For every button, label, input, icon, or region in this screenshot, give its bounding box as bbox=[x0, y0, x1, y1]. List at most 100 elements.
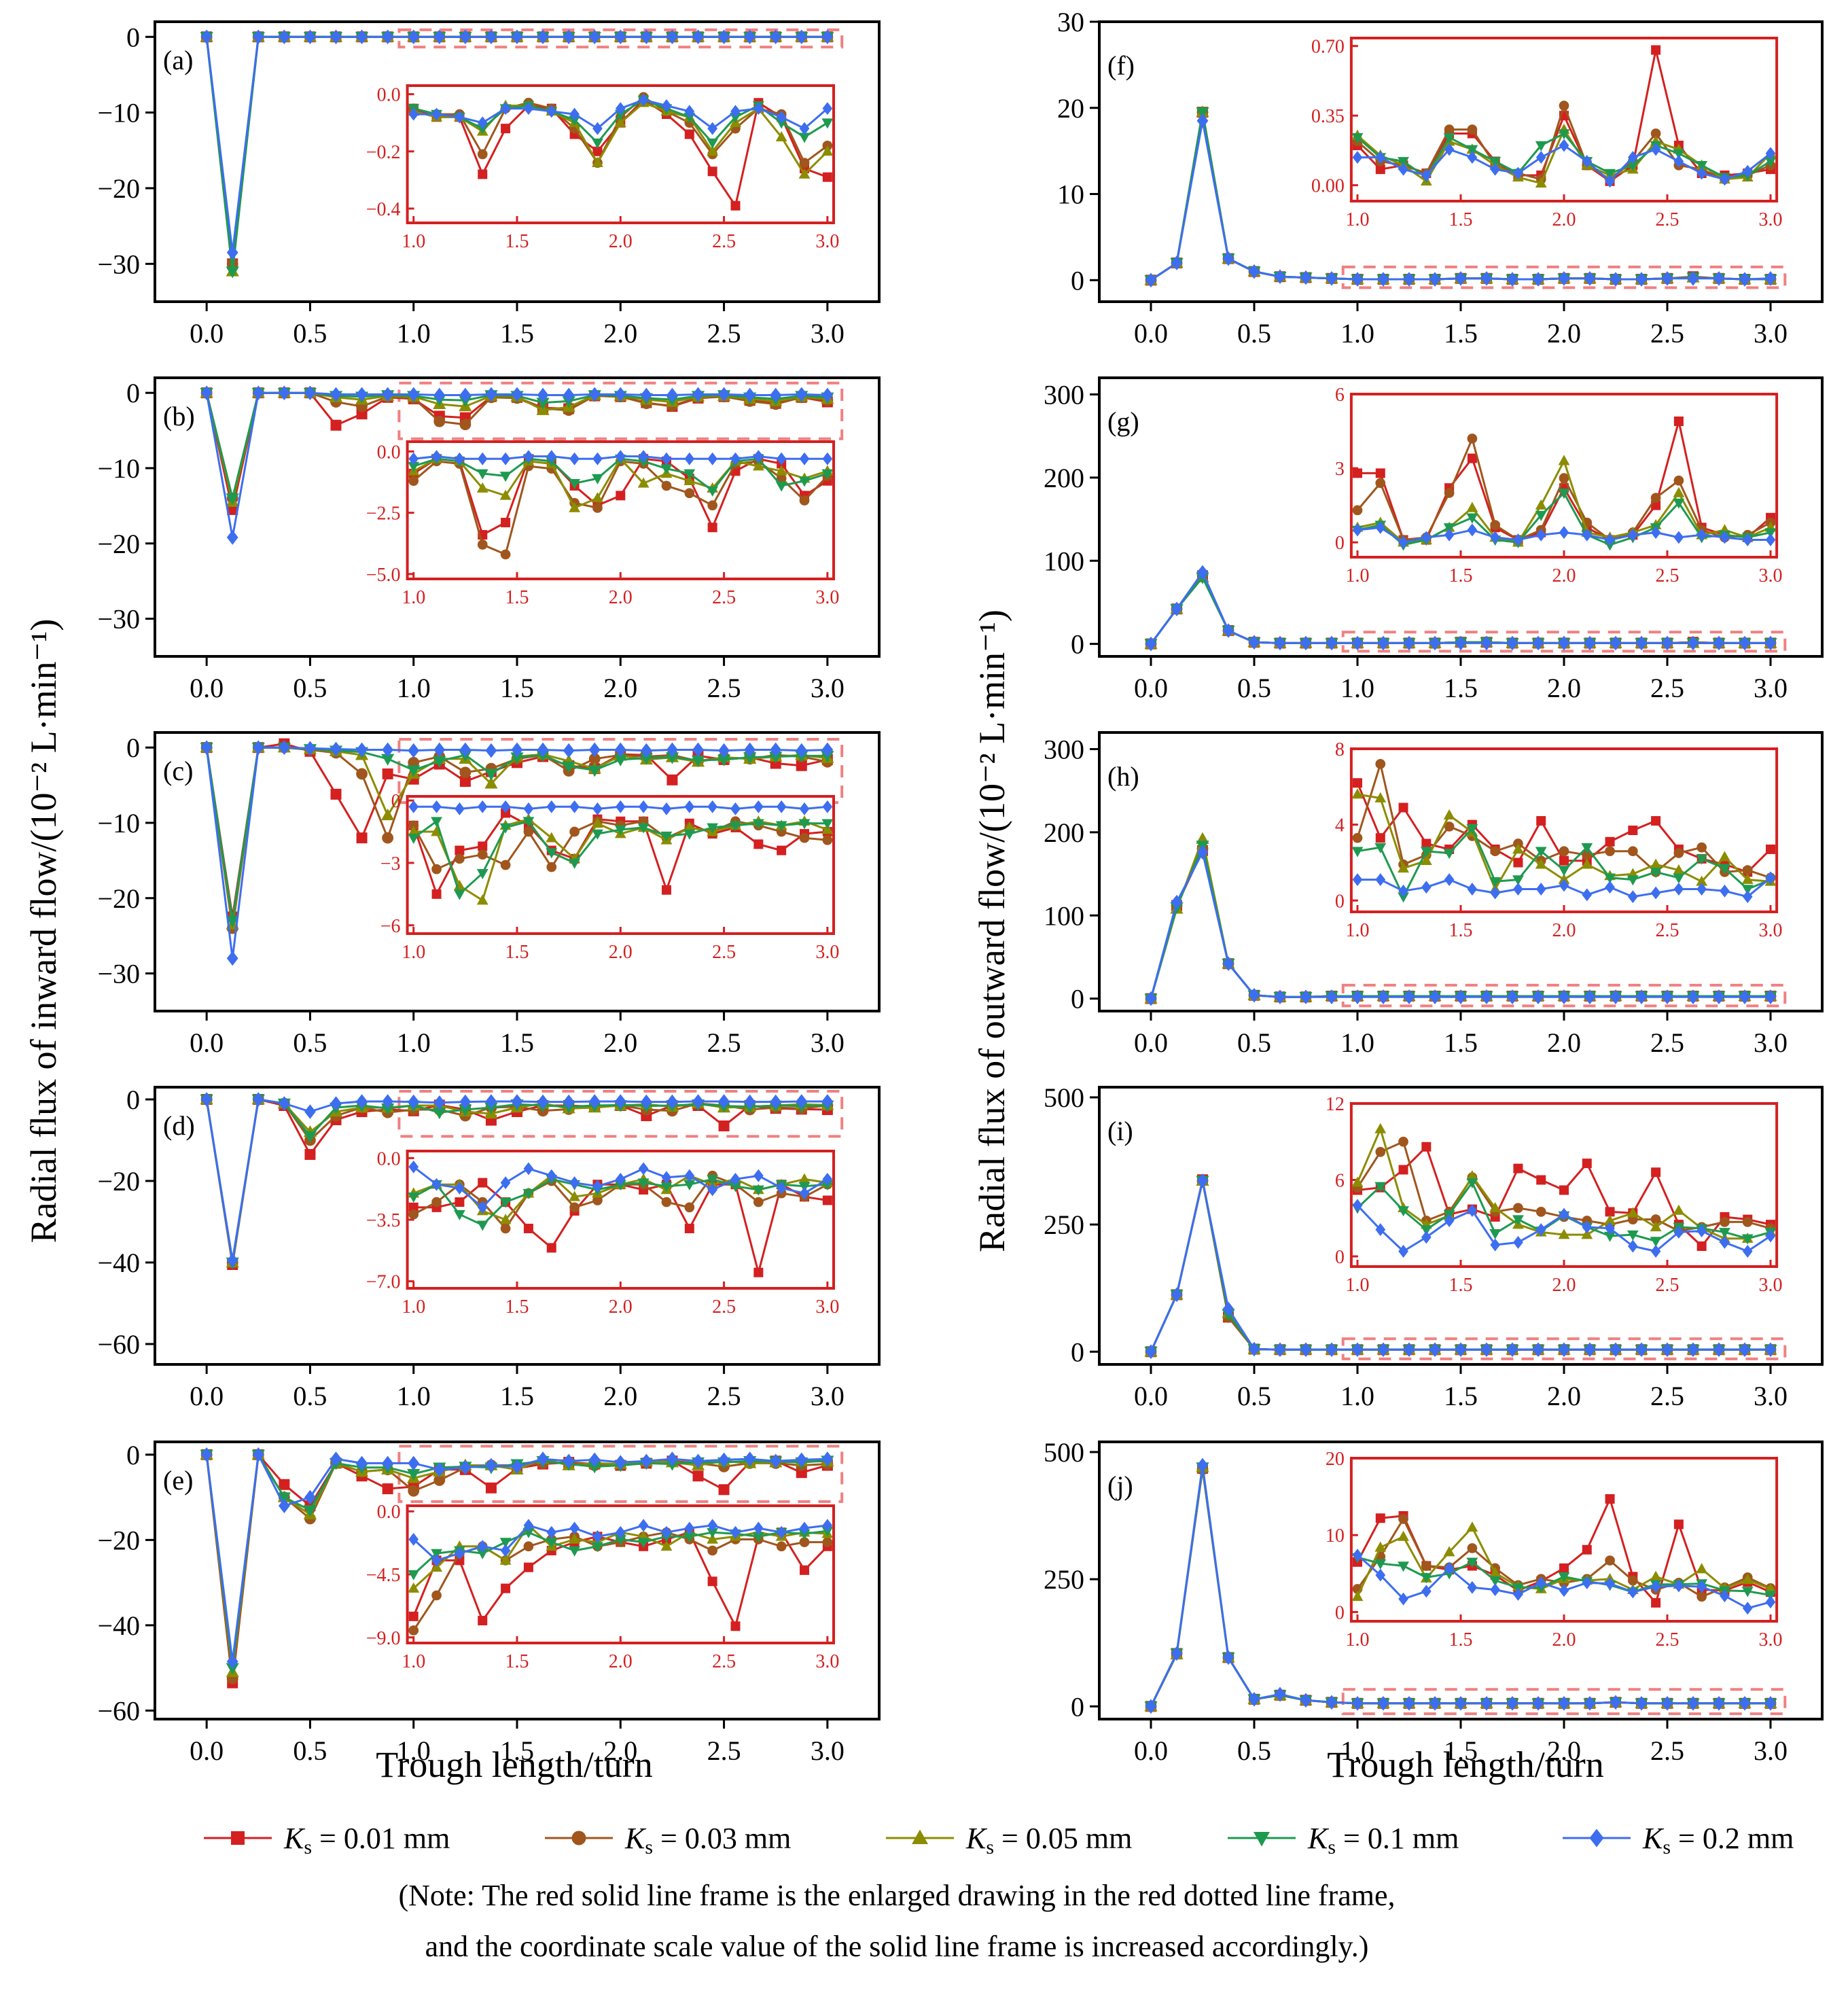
inset-series-ks-0-1-mm-point bbox=[614, 1535, 626, 1546]
inset-x-tick-label: 3.0 bbox=[815, 231, 839, 252]
inset-series-ks-0-05-mm-point bbox=[683, 822, 696, 832]
x-tick-label: 0.0 bbox=[1134, 1735, 1168, 1766]
x-axis-label-left: Trough length/turn bbox=[376, 1744, 653, 1785]
inset-series-ks-0-2-mm-point bbox=[1650, 1245, 1661, 1258]
inset-y-tick-label: 20 bbox=[1326, 1449, 1345, 1470]
series-ks-0-2-mm-point bbox=[1196, 113, 1209, 128]
inset-series-ks-0-05-mm-point bbox=[499, 489, 512, 500]
y-tick-label: 10 bbox=[1057, 179, 1084, 210]
series-ks-0-2-mm-point bbox=[356, 742, 368, 758]
series-ks-0-2-mm-point bbox=[692, 742, 704, 758]
series-ks-0-2-mm-point bbox=[1480, 270, 1493, 286]
inset-series-ks-0-05-mm-point bbox=[499, 1554, 512, 1565]
series-ks-0-2-mm-point bbox=[718, 29, 730, 45]
series-ks-0-2-mm-point bbox=[1739, 1342, 1751, 1358]
series-ks-0-1-mm-point bbox=[226, 915, 239, 928]
inset-series-ks-0-1-mm-point bbox=[637, 823, 650, 834]
inset-series-ks-0-01-mm-point bbox=[592, 146, 603, 156]
inset-series-ks-0-2-mm-point bbox=[569, 1176, 580, 1190]
zoom-region-frame bbox=[1341, 1688, 1787, 1716]
inset-zoom: 1.0 1.5 2.0 2.5 3.0 0.0 −3.5 −7.0 bbox=[366, 1148, 840, 1318]
series-ks-0-2-mm-point bbox=[640, 387, 652, 403]
inset-x-tick-label: 3.0 bbox=[1759, 565, 1783, 586]
series-ks-0-2-mm-point bbox=[588, 1094, 601, 1109]
series-ks-0-2-mm-point bbox=[1480, 1342, 1493, 1358]
inset-series-ks-0-1-mm-point bbox=[1741, 1234, 1754, 1245]
series-ks-0-2-mm-point bbox=[1661, 270, 1673, 286]
inset-y-tick-label: 0.35 bbox=[1311, 106, 1345, 127]
inset-series-ks-0-05-mm-point bbox=[499, 1214, 512, 1224]
series-ks-0-2-mm-point bbox=[433, 1462, 446, 1477]
series-ks-0-2-mm-point bbox=[200, 29, 213, 45]
inset-series-ks-0-1-mm-point bbox=[821, 819, 834, 830]
y-tick-label: 0 bbox=[1071, 1337, 1084, 1367]
x-tick-label: 0.0 bbox=[1134, 673, 1168, 703]
inset-series-ks-0-01-mm-point bbox=[661, 885, 671, 895]
series-ks-0-2-mm-point bbox=[200, 385, 213, 400]
series-ks-0-2-mm-point bbox=[1429, 989, 1441, 1004]
series-ks-0-2-mm-point bbox=[485, 743, 497, 758]
x-tick-label: 1.5 bbox=[500, 1735, 534, 1766]
inset-series-ks-0-2-mm-point bbox=[684, 800, 695, 813]
inset-series-ks-0-01-mm-point bbox=[1559, 1563, 1569, 1573]
inset-series-ks-0-2-mm-point bbox=[799, 802, 810, 815]
series-ks-0-2-mm-point bbox=[304, 385, 316, 400]
y-tick-label: 500 bbox=[1044, 1082, 1084, 1113]
inset-series-ks-0-2-mm-point bbox=[730, 105, 741, 118]
inset-series-ks-0-1-mm-point bbox=[522, 1527, 535, 1538]
panel-label: (c) bbox=[163, 756, 193, 786]
series-ks-0-2-mm-point bbox=[1351, 989, 1364, 1004]
series-ks-0-2-mm-point bbox=[1196, 565, 1209, 580]
series-ks-0-1-mm-point bbox=[226, 493, 239, 506]
x-tick-label: 1.0 bbox=[1340, 318, 1374, 349]
inset-series-ks-0-01-mm-point bbox=[478, 1178, 488, 1188]
inset-series-ks-0-2-mm-point bbox=[638, 93, 649, 107]
series-ks-0-2-mm-point bbox=[278, 385, 290, 400]
series-ks-0-2-mm-point bbox=[459, 29, 472, 45]
series-ks-0-2-mm-point bbox=[304, 741, 316, 756]
inset-x-tick-label: 1.5 bbox=[505, 587, 529, 608]
inset-series-ks-0-05-mm-point bbox=[408, 1582, 420, 1593]
inset-x-tick-label: 1.5 bbox=[505, 1651, 529, 1672]
series-ks-0-2-mm-point bbox=[1687, 1695, 1699, 1711]
inset-series-ks-0-01-mm-point bbox=[1536, 816, 1546, 826]
inset-x-tick-label: 2.0 bbox=[609, 1651, 633, 1672]
inset-series-ks-0-2-mm-point bbox=[1742, 164, 1753, 178]
inset-series-ks-0-1-mm-point bbox=[683, 469, 696, 480]
series-ks-0-2-mm-point bbox=[1480, 635, 1493, 651]
inset-x-tick-label: 2.5 bbox=[712, 1296, 736, 1318]
inset-series-ks-0-01-mm-point bbox=[1536, 1175, 1546, 1185]
series-ks-0-2-mm-point bbox=[1480, 1695, 1493, 1711]
inset-series-ks-0-2-mm-point bbox=[546, 800, 557, 813]
inset-series-ks-0-05-mm-point bbox=[1398, 1530, 1409, 1541]
y-tick-label: 0 bbox=[1071, 265, 1084, 296]
inset-series-ks-0-05-mm-point bbox=[1466, 501, 1478, 512]
inset-series-ks-0-2-mm-point bbox=[431, 107, 442, 121]
x-tick-label: 1.5 bbox=[500, 673, 534, 703]
series-ks-0-2-mm-point bbox=[770, 387, 782, 403]
inset-series-ks-0-2-mm-point bbox=[1627, 890, 1638, 904]
inset-series-ks-0-2-mm-point bbox=[1582, 1220, 1593, 1234]
inset-series-ks-0-05-mm-point bbox=[1764, 1583, 1777, 1593]
inset-series-ks-0-2-mm-point bbox=[1650, 526, 1661, 540]
inset-series-ks-0-2-mm-point bbox=[1490, 1583, 1501, 1597]
series-ks-0-2-mm-point bbox=[1326, 1342, 1338, 1358]
panel-e: 0.0 0.5 1.0 1.5 2.0 2.5 3.0 0 −20 −40 −60 (e) 1.0 1.5… bbox=[97, 1440, 881, 1766]
inset-series-ks-0-03-mm-point bbox=[753, 1197, 764, 1207]
inset-series-ks-0-01-mm-point bbox=[1582, 1159, 1592, 1169]
series-ks-0-2-mm-point bbox=[1455, 989, 1467, 1004]
inset-series-ks-0-03-mm-point bbox=[569, 826, 580, 837]
inset-series-ks-0-1-mm-point bbox=[1558, 1572, 1570, 1583]
inset-series-ks-0-2-mm-point bbox=[477, 1540, 488, 1553]
inset-zoom: 1.0 1.5 2.0 2.5 3.0 0 4 8 bbox=[1335, 739, 1783, 941]
inset-series-ks-0-1-mm-point bbox=[707, 1527, 719, 1538]
series-ks-0-2-mm-point bbox=[1300, 635, 1312, 651]
inset-y-tick-label: 0 bbox=[1335, 533, 1345, 554]
inset-series-ks-0-03-mm-point bbox=[500, 549, 511, 560]
inset-series-ks-0-03-mm-point bbox=[477, 540, 488, 550]
inset-series-ks-0-2-mm-point bbox=[1467, 1580, 1478, 1594]
inset-series-ks-0-05-mm-point bbox=[1581, 858, 1593, 869]
inset-series-ks-0-01-mm-point bbox=[1605, 836, 1615, 847]
series-ks-0-2-mm-point bbox=[537, 387, 549, 403]
series-ks-0-2-mm-point bbox=[1377, 1695, 1389, 1711]
